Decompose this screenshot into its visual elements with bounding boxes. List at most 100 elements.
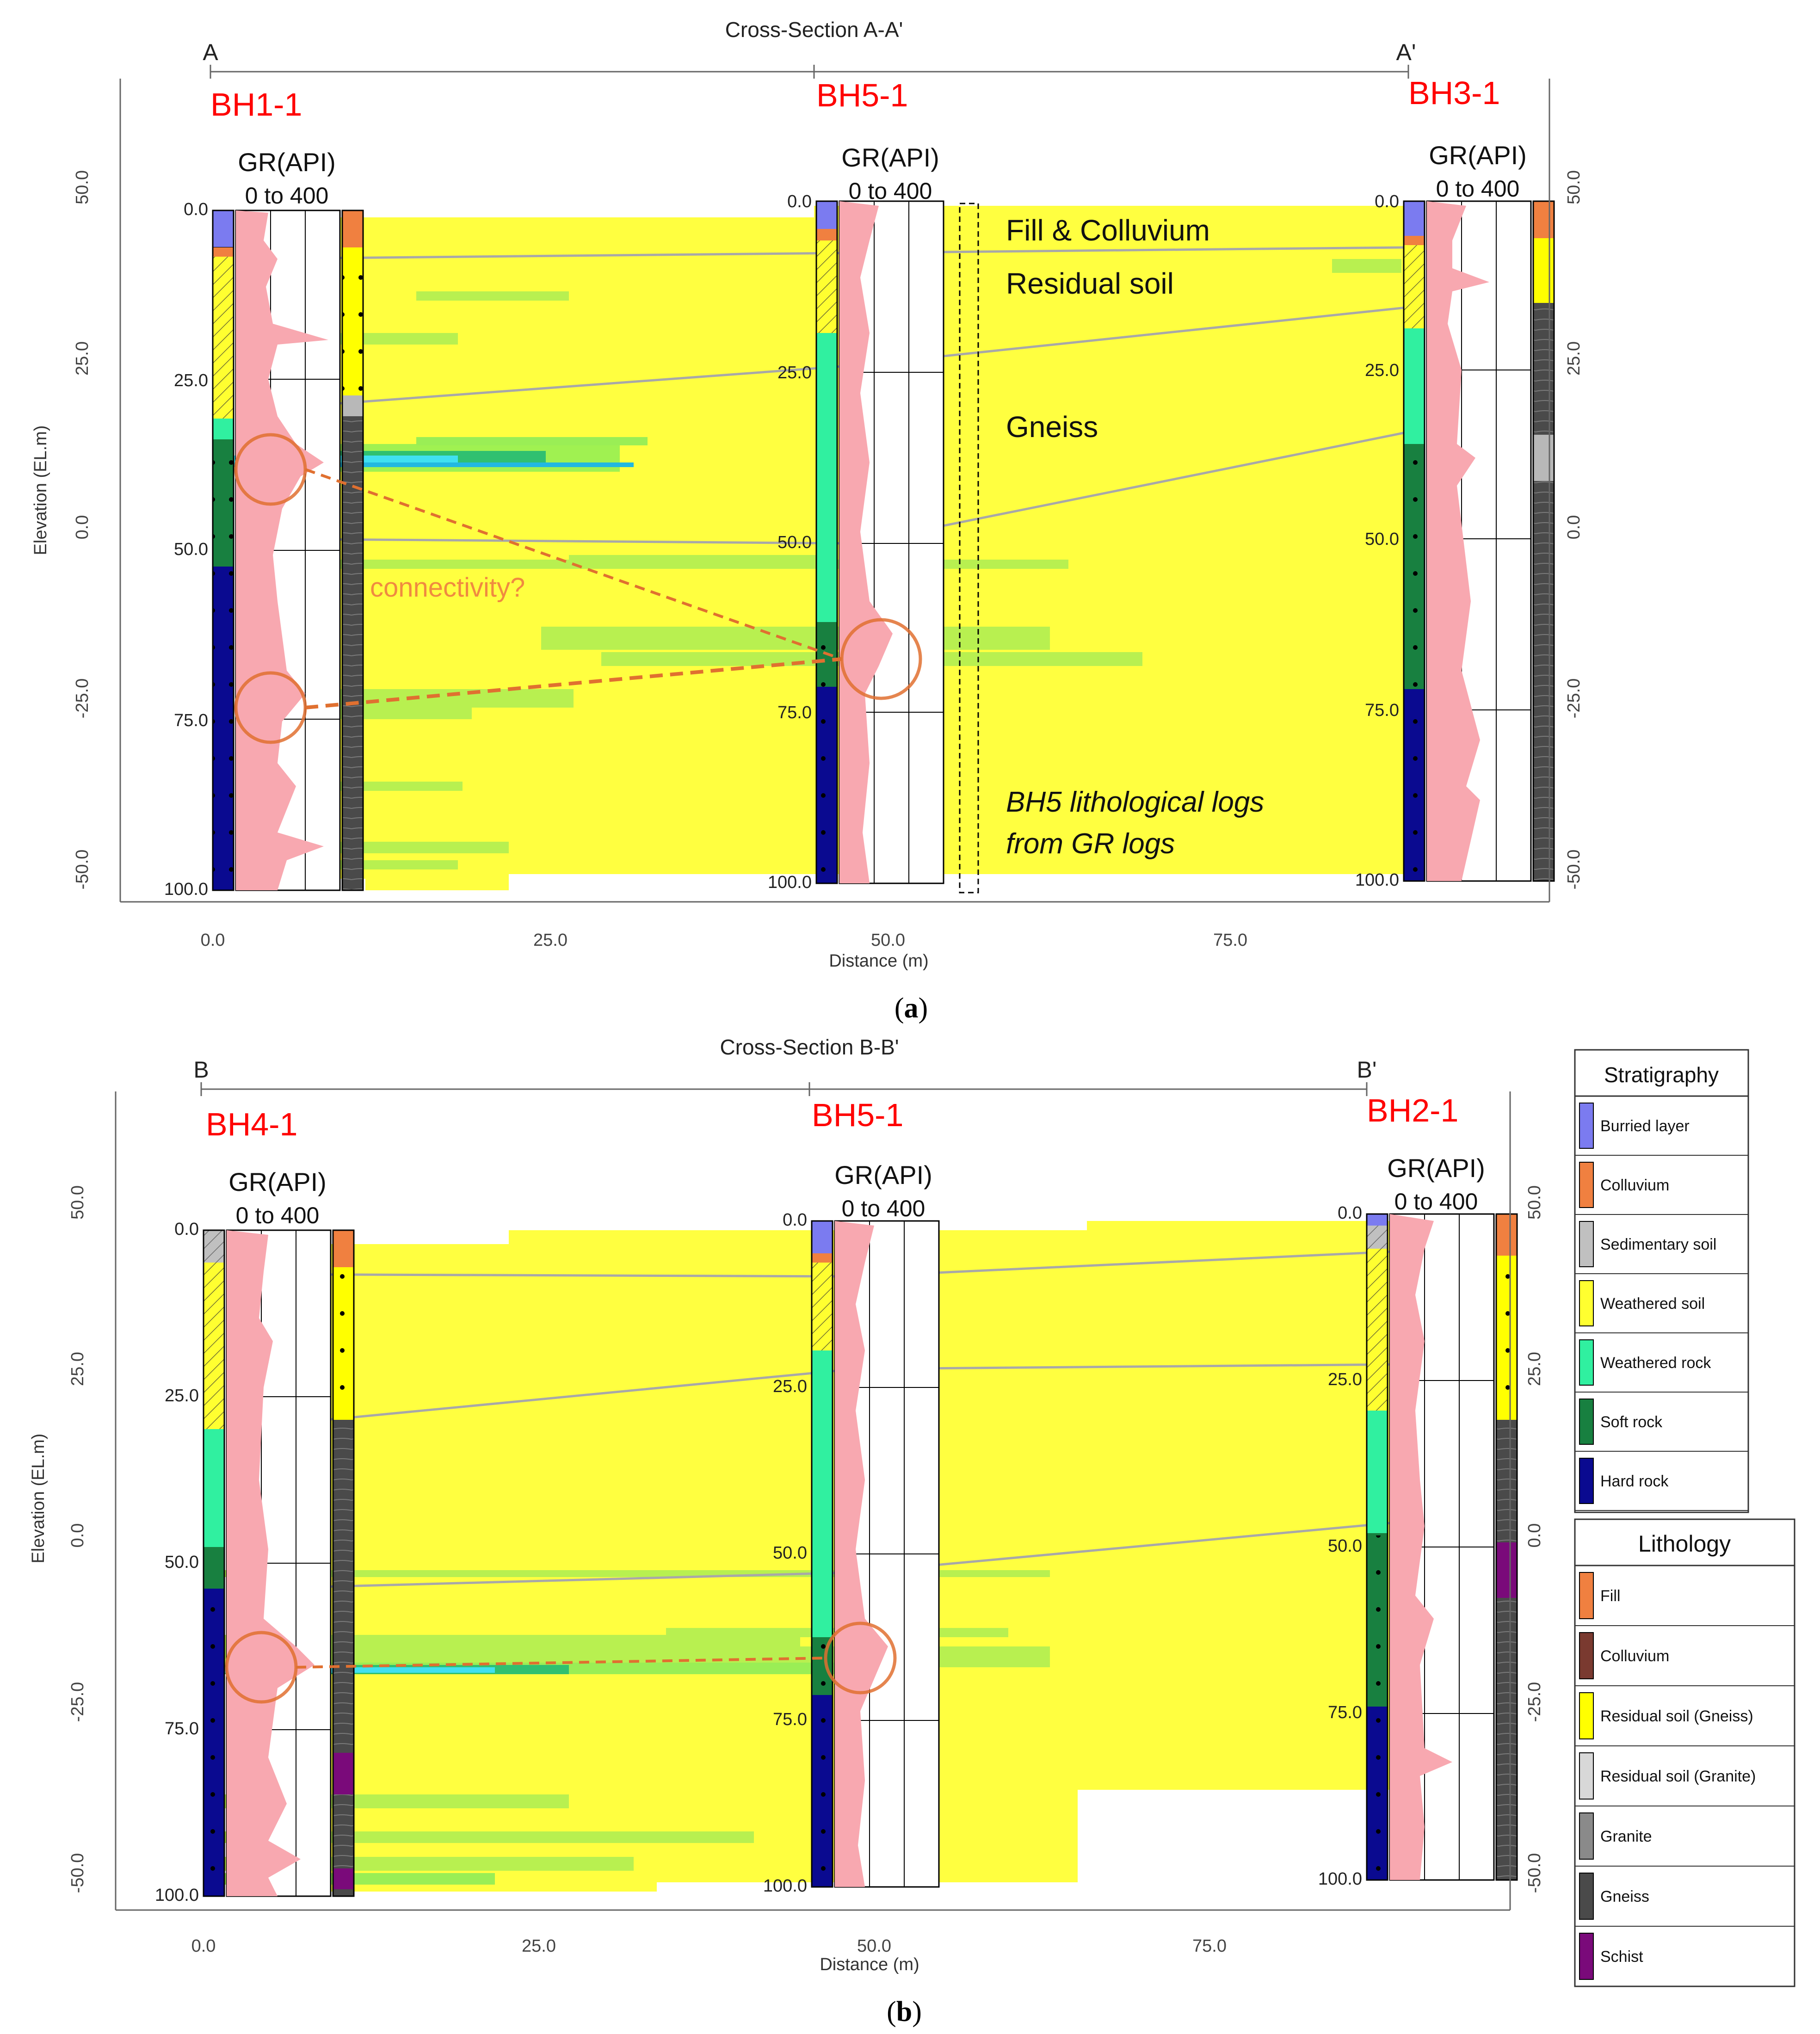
lithology-legend-item: Fill bbox=[1575, 1572, 1795, 1626]
depth-tick: 25.0 bbox=[165, 1386, 199, 1405]
depth-tick: 0.0 bbox=[1375, 192, 1399, 211]
gr-range: 0 to 400 bbox=[236, 1202, 320, 1228]
stratigraphy-legend-item: Colluvium bbox=[1575, 1162, 1748, 1215]
depth-tick: 50.0 bbox=[777, 533, 812, 552]
elev-tick: 25.0 bbox=[73, 341, 92, 376]
depth-tick: 75.0 bbox=[165, 1719, 199, 1738]
borehole-name: BH2-1 bbox=[1367, 1092, 1458, 1128]
elev-tick: 0.0 bbox=[1564, 515, 1584, 540]
stratigraphy-legend-title: Stratigraphy bbox=[1604, 1063, 1719, 1087]
elev-tick: 50.0 bbox=[73, 170, 92, 204]
depth-tick: 0.0 bbox=[783, 1210, 807, 1230]
stratigraphy-label: Colluvium bbox=[1600, 1177, 1669, 1194]
borehole-bh4-1 bbox=[203, 1229, 355, 1897]
depth-tick: 50.0 bbox=[174, 540, 208, 559]
lithology-legend-item: Colluvium bbox=[1575, 1632, 1795, 1686]
elev-tick: -50.0 bbox=[68, 1853, 87, 1893]
dist-tick: 25.0 bbox=[522, 1936, 556, 1956]
dist-tick: 75.0 bbox=[1192, 1936, 1227, 1956]
gr-range: 0 to 400 bbox=[1436, 176, 1520, 202]
lithology-label: Schist bbox=[1600, 1948, 1643, 1966]
elev-tick: -50.0 bbox=[1564, 850, 1584, 890]
axes-a bbox=[119, 65, 1550, 903]
stratigraphy-legend-box bbox=[1574, 1049, 1749, 1513]
depth-tick: 0.0 bbox=[1338, 1203, 1362, 1223]
stratigraphy-label: Hard rock bbox=[1600, 1473, 1669, 1490]
borehole-name: BH4-1 bbox=[206, 1106, 297, 1142]
depth-tick: 75.0 bbox=[1328, 1703, 1362, 1722]
dist-tick: 25.0 bbox=[533, 931, 568, 950]
depth-tick: 75.0 bbox=[1365, 701, 1399, 720]
depth-ticks-bh5-1-b: 0.0 25.0 50.0 75.0 100.0 bbox=[763, 1210, 807, 1896]
lithology-swatch bbox=[1579, 1873, 1594, 1920]
depth-tick: 75.0 bbox=[777, 703, 812, 722]
panel-caption-a: (a) bbox=[895, 992, 928, 1024]
gr-curve-bh1-1 bbox=[236, 210, 328, 890]
borehole-bh3-1 bbox=[1403, 200, 1555, 882]
lithology-legend-item: Schist bbox=[1575, 1933, 1795, 1987]
stratigraphy-label: Weathered soil bbox=[1600, 1295, 1705, 1313]
gr-label: GR(API) bbox=[238, 148, 336, 177]
x-axis-label-a: Distance (m) bbox=[829, 951, 928, 971]
depth-tick: 100.0 bbox=[768, 873, 812, 892]
borehole-bh2-1 bbox=[1366, 1213, 1518, 1881]
elev-tick: 25.0 bbox=[1525, 1352, 1544, 1386]
lithology-label: Colluvium bbox=[1600, 1647, 1669, 1665]
lithology-legend-title: Lithology bbox=[1638, 1531, 1731, 1557]
connector-b bbox=[296, 1657, 828, 1669]
section-end-label-a: A' bbox=[1396, 39, 1416, 65]
annotation-residual-soil: Residual soil bbox=[1006, 267, 1174, 300]
lithology-swatch bbox=[1579, 1692, 1594, 1739]
stratigraphy-swatch bbox=[1579, 1280, 1594, 1326]
gr-curve-bh3-1 bbox=[1427, 201, 1489, 881]
depth-tick: 0.0 bbox=[787, 192, 812, 211]
elev-tick: -50.0 bbox=[1525, 1853, 1544, 1893]
stratigraphy-swatch bbox=[1579, 1458, 1594, 1504]
depth-tick: 100.0 bbox=[155, 1886, 199, 1905]
stratigraphy-legend-item: Sedimentary soil bbox=[1575, 1221, 1748, 1274]
borehole-bh5-1-b bbox=[811, 1220, 940, 1888]
lithology-swatch bbox=[1579, 1933, 1594, 1980]
stratigraphy-label: Weathered rock bbox=[1600, 1354, 1711, 1372]
y-axis-label-a: Elevation (EL.m) bbox=[31, 425, 50, 555]
lithology-label: Granite bbox=[1600, 1828, 1652, 1845]
annotation-fill-colluvium: Fill & Colluvium bbox=[1006, 214, 1210, 247]
gr-curve-bh5-1-b bbox=[835, 1221, 888, 1887]
elev-tick: -25.0 bbox=[1525, 1682, 1544, 1722]
depth-tick: 0.0 bbox=[174, 1220, 199, 1239]
elev-tick: 50.0 bbox=[68, 1185, 87, 1220]
annotation-connectivity: connectivity? bbox=[370, 573, 525, 603]
gr-range: 0 to 400 bbox=[245, 183, 329, 209]
annotation-bh5-note-line2: from GR logs bbox=[1006, 828, 1175, 860]
correlation-lines-b bbox=[226, 1250, 1407, 1590]
highlight-circle-bh5-b bbox=[824, 1621, 897, 1695]
elev-tick: -50.0 bbox=[73, 850, 92, 890]
lithology-legend-item: Gneiss bbox=[1575, 1873, 1795, 1927]
borehole-name: BH3-1 bbox=[1408, 75, 1500, 111]
axes-b bbox=[115, 1082, 1511, 1911]
lithology-label: Gneiss bbox=[1600, 1888, 1649, 1905]
distance-ticks-b: 0.0 25.0 50.0 75.0 bbox=[191, 1936, 1227, 1956]
lithology-swatch bbox=[1579, 1632, 1594, 1679]
depth-tick: 25.0 bbox=[777, 363, 812, 382]
section-title-a: Cross-Section A-A' bbox=[725, 18, 903, 42]
elev-tick: -25.0 bbox=[1564, 678, 1584, 719]
lithology-swatch bbox=[1579, 1812, 1594, 1860]
stratigraphy-legend-item: Hard rock bbox=[1575, 1458, 1748, 1511]
y-axis-label-b: Elevation (EL.m) bbox=[29, 1434, 48, 1564]
lithology-label: Fill bbox=[1600, 1587, 1620, 1605]
lithology-label: Residual soil (Gneiss) bbox=[1600, 1707, 1753, 1725]
gr-label: GR(API) bbox=[228, 1167, 327, 1196]
elevation-ticks-left-b: 50.0 25.0 0.0 -25.0 -50.0 bbox=[68, 1185, 87, 1893]
depth-ticks-bh3-1: 0.0 25.0 50.0 75.0 100.0 bbox=[1355, 192, 1399, 890]
depth-tick: 50.0 bbox=[165, 1553, 199, 1572]
gr-range: 0 to 400 bbox=[842, 1196, 925, 1221]
lithology-legend-rows: Fill Colluvium Residual soil (Gneiss) Resid… bbox=[1575, 1572, 1795, 1987]
depth-tick: 100.0 bbox=[164, 880, 208, 899]
gr-range: 0 to 400 bbox=[849, 178, 932, 204]
stratigraphy-legend-item: Weathered rock bbox=[1575, 1339, 1748, 1393]
lithology-swatch bbox=[1579, 1752, 1594, 1800]
stratigraphy-legend-rows: Burried layer Colluvium Sedimentary soil We… bbox=[1575, 1103, 1748, 1511]
lithology-legend-item: Residual soil (Gneiss) bbox=[1575, 1692, 1795, 1746]
panel-caption-b: (b) bbox=[887, 1996, 922, 2028]
